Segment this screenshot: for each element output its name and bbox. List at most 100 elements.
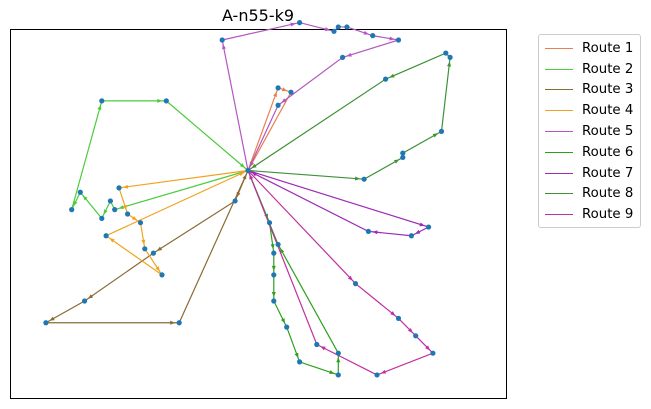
route-arrow — [122, 204, 127, 211]
route-arrow — [347, 275, 353, 281]
customer-node — [400, 154, 406, 161]
customer-node — [426, 224, 432, 230]
customer-node — [163, 98, 169, 104]
route-arrow — [389, 36, 395, 41]
customer-node — [266, 220, 273, 226]
route-arrow — [122, 184, 129, 189]
customer-node — [176, 320, 182, 326]
route-arrow — [271, 292, 276, 297]
plot-frame — [10, 29, 507, 399]
route-line-5 — [221, 21, 399, 171]
legend-swatch — [545, 214, 573, 216]
legend-item-route-9: Route 9 — [539, 204, 640, 225]
route-arrow — [281, 98, 287, 103]
customer-node — [374, 372, 380, 378]
customer-node — [361, 176, 367, 182]
customer-nodes-layer — [43, 20, 453, 378]
customer-node — [284, 324, 290, 330]
customer-node — [99, 98, 105, 104]
customer-node — [340, 54, 346, 61]
customer-node — [232, 198, 238, 204]
route-arrow — [251, 163, 257, 169]
customer-node — [150, 250, 156, 256]
route-arrow — [363, 30, 369, 35]
route-arrow — [238, 172, 245, 177]
legend-label: Route 4 — [582, 103, 634, 119]
customer-node — [125, 211, 131, 217]
route-arrow — [141, 239, 146, 245]
route-arrow — [49, 316, 55, 321]
legend-item-route-8: Route 8 — [539, 184, 640, 205]
route-arrow — [354, 176, 361, 181]
customer-node — [69, 207, 75, 213]
route-arrow — [242, 174, 247, 180]
route-line-2 — [71, 100, 249, 220]
customer-node — [447, 54, 453, 61]
legend-label: Route 9 — [582, 207, 634, 223]
customer-node — [142, 246, 148, 252]
route-arrow — [249, 161, 254, 167]
legend-label: Route 1 — [582, 40, 634, 56]
route-arrow — [389, 73, 395, 78]
route-arrow — [324, 27, 331, 32]
customer-node — [99, 215, 105, 221]
legend-swatch — [545, 193, 573, 195]
customer-node — [438, 128, 445, 134]
route-arrow — [294, 352, 299, 359]
legend-item-route-3: Route 3 — [539, 80, 640, 101]
route-arrow — [380, 369, 387, 374]
route-line-4 — [104, 169, 249, 276]
route-arrow — [390, 311, 396, 316]
route-arrow — [118, 205, 124, 210]
legend-swatch — [545, 172, 573, 174]
route-arrow — [346, 52, 352, 57]
customer-node — [335, 350, 341, 356]
customer-node — [43, 320, 49, 326]
route-arrow — [82, 195, 88, 201]
route-arrow — [419, 222, 425, 227]
customer-node — [271, 272, 277, 278]
customer-node — [271, 250, 277, 256]
route-arrow — [280, 318, 285, 324]
legend-item-route-5: Route 5 — [539, 121, 640, 142]
customer-node — [297, 359, 303, 365]
customer-node — [443, 50, 449, 56]
customer-node — [395, 315, 402, 321]
legend-item-route-1: Route 1 — [539, 38, 640, 59]
legend-swatch — [545, 68, 573, 70]
customer-node — [395, 37, 402, 43]
route-arrow — [270, 243, 275, 250]
legend-item-route-7: Route 7 — [539, 163, 640, 184]
customer-node — [159, 272, 165, 278]
customer-node — [275, 102, 281, 108]
legend-swatch — [545, 151, 573, 153]
route-arrow — [271, 265, 276, 271]
legend-item-route-6: Route 6 — [539, 142, 640, 163]
legend-label: Route 2 — [582, 61, 634, 77]
customer-node — [288, 89, 294, 95]
chart-title: A-n55-k9 — [222, 6, 294, 25]
legend-label: Route 3 — [582, 82, 634, 98]
customer-node — [335, 372, 341, 378]
route-line-7 — [247, 169, 431, 237]
route-arrow — [157, 98, 163, 103]
route-arrow — [281, 87, 288, 92]
legend-label: Route 7 — [582, 165, 634, 181]
legend-swatch — [545, 131, 573, 133]
customer-node — [82, 298, 88, 304]
customer-node — [77, 189, 83, 195]
legend-swatch — [545, 47, 573, 49]
customer-node — [331, 28, 337, 34]
route-arrow — [251, 172, 257, 177]
customer-node — [344, 24, 350, 30]
legend-label: Route 5 — [582, 124, 634, 140]
route-arrow — [103, 209, 108, 215]
route-arrow — [290, 22, 296, 27]
customer-node — [297, 20, 303, 26]
route-arrow — [280, 247, 285, 254]
route-arrow — [249, 174, 254, 180]
customer-node — [413, 333, 419, 339]
route-arrow — [239, 163, 245, 168]
route-arrow — [87, 294, 94, 299]
